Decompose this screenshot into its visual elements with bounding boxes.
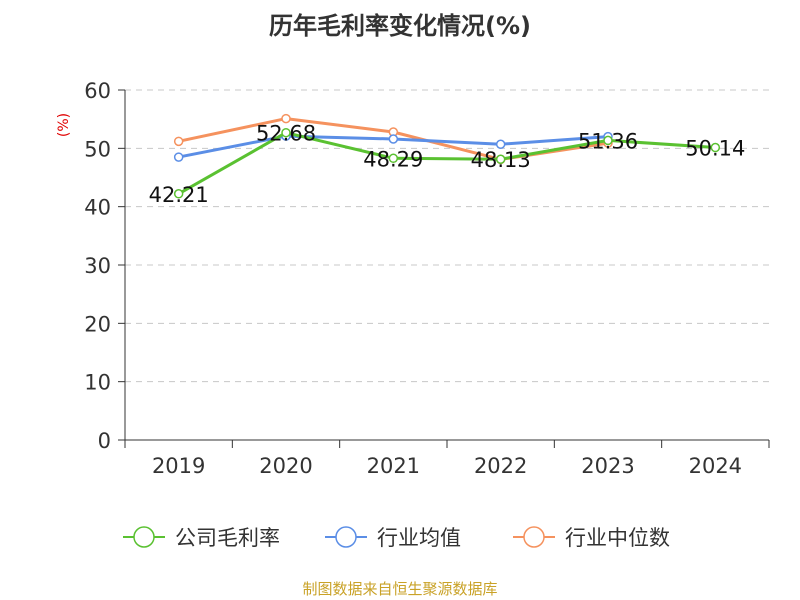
data-point[interactable] bbox=[281, 127, 291, 138]
x-tick-label: 2019 bbox=[152, 454, 205, 478]
y-tick-label: 30 bbox=[84, 254, 111, 278]
x-tick-label: 2023 bbox=[581, 454, 634, 478]
data-point[interactable] bbox=[710, 142, 721, 153]
y-axis-label: (%) bbox=[56, 113, 72, 137]
data-point[interactable] bbox=[173, 152, 184, 162]
data-point[interactable] bbox=[495, 154, 506, 164]
legend-label: 行业中位数 bbox=[565, 526, 670, 550]
data-label: 48.13 bbox=[471, 148, 531, 172]
legend-marker-icon bbox=[523, 526, 545, 548]
data-label: 42.21 bbox=[149, 183, 209, 207]
legend-item[interactable]: 行业中位数 bbox=[513, 526, 670, 550]
data-label: 50.14 bbox=[685, 137, 745, 161]
y-tick-label: 20 bbox=[84, 312, 111, 336]
x-tick-label: 2022 bbox=[474, 454, 527, 478]
data-point[interactable] bbox=[388, 153, 399, 164]
y-tick-label: 60 bbox=[84, 79, 111, 103]
data-point[interactable] bbox=[388, 134, 399, 144]
axes: 0 10 20 30 40 50 60 2019 2020 2021 2022 2023 2024 bbox=[84, 79, 770, 478]
data-point[interactable] bbox=[173, 136, 184, 147]
y-tick-label: 50 bbox=[84, 137, 111, 161]
data-labels: 42.21 52.68 48.29 48.13 51.36 50.14 bbox=[149, 122, 746, 207]
x-tick-label: 2020 bbox=[259, 454, 312, 478]
legend-item[interactable]: 公司毛利率 bbox=[123, 526, 280, 550]
legend-item[interactable]: 行业均值 bbox=[325, 526, 461, 550]
data-label: 51.36 bbox=[578, 129, 638, 153]
chart-title: 历年毛利率变化情况(%) bbox=[269, 12, 531, 40]
y-tick-label: 40 bbox=[84, 196, 111, 220]
data-label: 52.68 bbox=[256, 122, 316, 146]
gridlines bbox=[125, 89, 769, 383]
y-tick-label: 0 bbox=[98, 429, 111, 453]
legend-label: 行业均值 bbox=[377, 526, 461, 550]
series-line bbox=[177, 131, 716, 196]
legend-marker-icon bbox=[335, 526, 357, 548]
data-point[interactable] bbox=[495, 139, 506, 149]
legend-label: 公司毛利率 bbox=[175, 526, 280, 550]
legend-marker-icon bbox=[133, 526, 155, 548]
legend[interactable]: 公司毛利率 行业均值 行业中位数 bbox=[123, 526, 670, 550]
data-point[interactable] bbox=[603, 135, 613, 146]
data-point[interactable] bbox=[281, 113, 291, 124]
x-tick-label: 2024 bbox=[689, 454, 742, 478]
series-layer bbox=[173, 113, 721, 199]
source-note: 制图数据来自恒生聚源数据库 bbox=[302, 580, 497, 598]
x-tick-label: 2021 bbox=[367, 454, 420, 478]
data-label: 48.29 bbox=[363, 147, 423, 171]
y-tick-label: 10 bbox=[84, 371, 111, 395]
data-point[interactable] bbox=[173, 189, 184, 199]
